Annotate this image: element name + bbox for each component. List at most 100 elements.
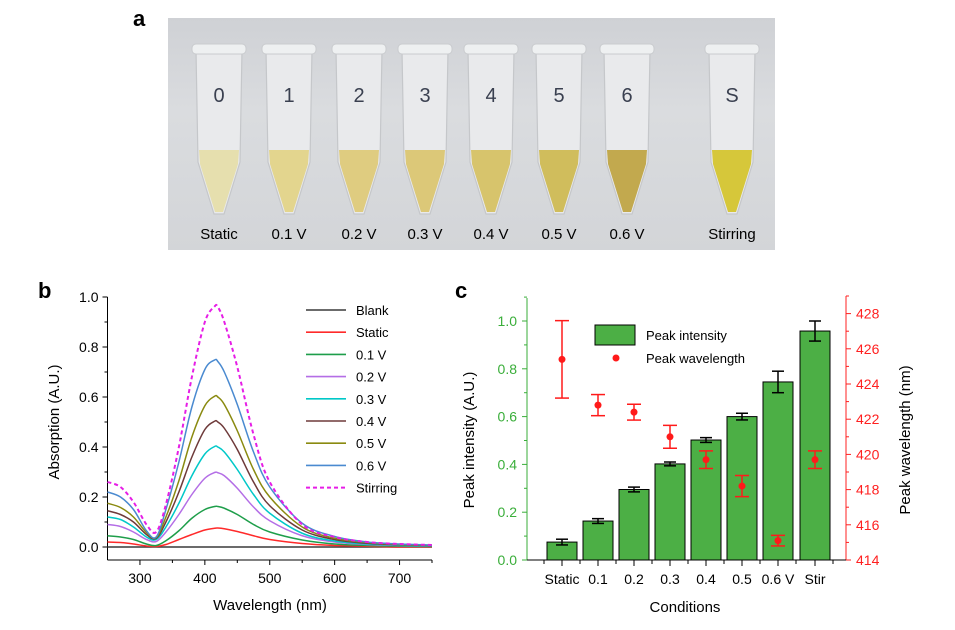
x-tick-label: 700	[388, 570, 412, 586]
bar	[582, 520, 614, 561]
y-tick-label-left: 0.4	[498, 456, 518, 472]
y-tick-label-right: 416	[856, 517, 880, 533]
data-point	[558, 355, 566, 363]
legend-label: Stirring	[356, 481, 397, 496]
tube: 1	[261, 43, 317, 215]
tube: 3	[397, 43, 453, 215]
data-point	[702, 456, 710, 464]
y-tick-label: 0.2	[79, 489, 99, 505]
legend-label: Static	[356, 325, 389, 340]
legend-label: 0.1 V	[356, 347, 387, 362]
data-point	[774, 537, 782, 545]
series-line-0-2-v	[107, 471, 433, 547]
x-tick-label: 600	[323, 570, 347, 586]
series-line-static	[107, 527, 433, 548]
svg-text:4: 4	[485, 85, 496, 107]
svg-text:S: S	[725, 85, 738, 107]
x-tick-label: 0.5	[732, 571, 752, 587]
y-tick-label: 1.0	[79, 289, 99, 305]
svg-text:0: 0	[213, 85, 224, 107]
y-tick-label-right: 418	[856, 482, 880, 498]
data-point	[738, 482, 746, 490]
x-tick-label: 400	[193, 570, 217, 586]
legend-label: 0.5 V	[356, 436, 387, 451]
y-tick-label-right: 424	[856, 376, 880, 392]
panel-label-c: c	[455, 278, 468, 303]
tube-photograph: 0 Static 1 0.1 V 2 0.2 V 3 0.3 V 4 0.4 V 5 0.5 V 6 0.…	[168, 18, 775, 250]
data-point	[630, 408, 638, 416]
tube: 4	[463, 43, 519, 215]
tube: 2	[331, 43, 387, 215]
tube-label: 0.5 V	[541, 226, 577, 243]
x-axis-label: Conditions	[650, 599, 721, 616]
legend-label: 0.6 V	[356, 458, 387, 473]
y-tick-label-right: 426	[856, 341, 880, 357]
x-tick-label: 0.6 V	[762, 571, 795, 587]
y-tick-label-left: 0.6	[498, 409, 518, 425]
tube-label: 0.6 V	[609, 226, 645, 243]
data-point	[811, 456, 819, 464]
legend-label: 0.3 V	[356, 392, 387, 407]
y-tick-label: 0.8	[79, 339, 99, 355]
tube-label: 0.4 V	[473, 226, 509, 243]
y-tick-label-left: 0.8	[498, 361, 518, 377]
panel-label-b: b	[38, 278, 52, 303]
tube: 5	[531, 43, 587, 215]
bar	[762, 381, 794, 561]
series-line-0-3-v	[107, 445, 433, 547]
y-tick-label: 0.6	[79, 389, 99, 405]
tube: 6	[599, 43, 655, 215]
legend-label: Peak wavelength	[646, 351, 745, 366]
y-tick-label-left: 0.2	[498, 504, 518, 520]
y-tick-label-right: 420	[856, 446, 880, 462]
data-point	[666, 433, 674, 441]
y-axis-label-right: Peak wavelength (nm)	[897, 365, 914, 514]
tube-label: Stirring	[708, 226, 756, 243]
x-tick-label: 500	[258, 570, 282, 586]
legend-swatch-point	[612, 354, 620, 362]
y-axis-label: Absorption (A.U.)	[46, 364, 63, 479]
x-tick-label: 0.4	[696, 571, 716, 587]
tube-label: 0.1 V	[271, 226, 307, 243]
tube-label: 0.3 V	[407, 226, 443, 243]
series-line-0-1-v	[107, 505, 433, 548]
x-tick-label: 300	[128, 570, 152, 586]
legend-swatch-bar	[594, 324, 636, 346]
legend-label: Blank	[356, 303, 389, 318]
x-tick-label: 0.3	[660, 571, 680, 587]
x-axis-label: Wavelength (nm)	[213, 597, 327, 614]
bar	[618, 488, 650, 561]
y-tick-label-left: 1.0	[498, 313, 518, 329]
y-tick-label: 0.4	[79, 439, 99, 455]
svg-text:2: 2	[353, 85, 364, 107]
x-tick-label: Stir	[805, 571, 826, 587]
data-point	[594, 401, 602, 409]
svg-text:5: 5	[553, 85, 564, 107]
tube: 0	[191, 43, 247, 215]
y-tick-label: 0.0	[79, 539, 99, 555]
x-tick-label: Static	[544, 571, 579, 587]
tube: S	[704, 43, 760, 215]
legend-label: Peak intensity	[646, 328, 727, 343]
bar	[654, 463, 686, 561]
legend-label: 0.4 V	[356, 414, 387, 429]
y-tick-label-right: 428	[856, 306, 880, 322]
x-tick-label: 0.1	[588, 571, 608, 587]
svg-text:1: 1	[283, 85, 294, 107]
bar	[799, 330, 831, 561]
series-line-stirring	[107, 303, 433, 546]
legend-label: 0.2 V	[356, 370, 387, 385]
panel-label-a: a	[133, 6, 146, 31]
tube-label: 0.2 V	[341, 226, 377, 243]
y-tick-label-right: 414	[856, 552, 880, 568]
svg-text:6: 6	[621, 85, 632, 107]
y-tick-label-right: 422	[856, 411, 880, 427]
tube-label: Static	[200, 226, 238, 243]
y-axis-label-left: Peak intensity (A.U.)	[461, 372, 478, 509]
svg-text:3: 3	[419, 85, 430, 107]
x-tick-label: 0.2	[624, 571, 644, 587]
y-tick-label-left: 0.0	[498, 552, 518, 568]
series-line-0-4-v	[107, 419, 433, 547]
